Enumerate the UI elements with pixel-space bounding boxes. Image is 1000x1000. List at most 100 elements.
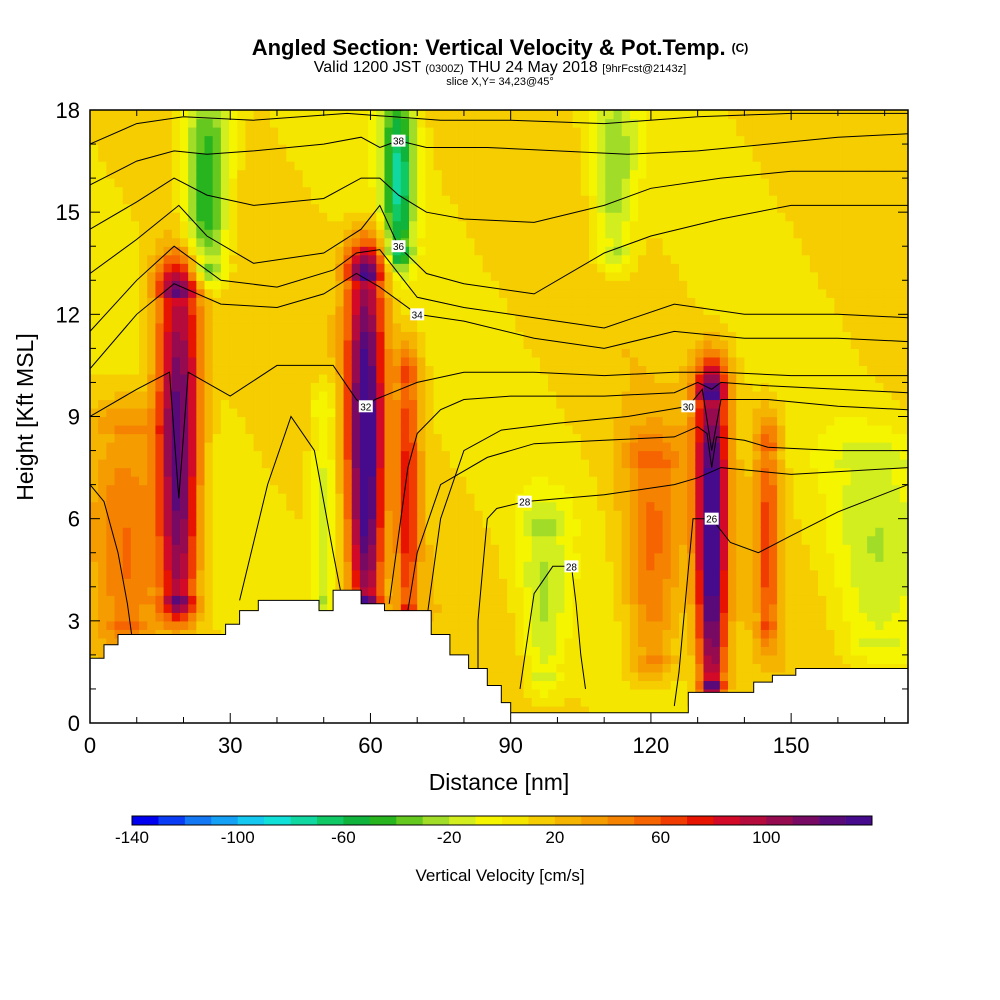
velocity-cell — [572, 595, 582, 605]
velocity-cell — [605, 433, 615, 443]
velocity-cell — [588, 382, 598, 392]
velocity-cell — [458, 390, 467, 401]
velocity-cell — [523, 663, 533, 673]
velocity-cell — [212, 373, 222, 384]
velocity-cell — [98, 535, 107, 545]
velocity-cell — [556, 373, 566, 384]
velocity-cell — [212, 195, 222, 205]
velocity-cell — [605, 229, 615, 239]
velocity-cell — [106, 152, 116, 162]
velocity-cell — [122, 433, 132, 443]
velocity-cell — [139, 127, 148, 137]
velocity-cell — [507, 135, 516, 145]
velocity-cell — [433, 569, 443, 579]
velocity-cell — [310, 433, 320, 443]
velocity-cell — [441, 237, 451, 247]
velocity-cell — [220, 348, 230, 358]
velocity-cell — [597, 212, 606, 222]
velocity-cell — [278, 186, 287, 196]
velocity-cell — [621, 484, 631, 494]
velocity-cell — [531, 178, 541, 188]
velocity-cell — [204, 399, 214, 409]
velocity-cell — [400, 322, 410, 332]
velocity-cell — [310, 442, 320, 452]
velocity-cell — [441, 169, 451, 179]
velocity-cell — [90, 127, 99, 137]
velocity-cell — [409, 425, 418, 435]
velocity-cell — [310, 220, 320, 230]
velocity-cell — [564, 271, 574, 281]
velocity-cell — [515, 169, 525, 179]
velocity-cell — [539, 484, 549, 494]
velocity-cell — [523, 595, 533, 605]
velocity-cell — [171, 220, 181, 230]
velocity-cell — [368, 237, 377, 247]
velocity-cell — [458, 127, 467, 137]
velocity-cell — [531, 535, 541, 545]
velocity-cell — [368, 569, 377, 579]
velocity-cell — [98, 127, 107, 137]
velocity-cell — [417, 484, 426, 494]
velocity-cell — [564, 425, 574, 435]
velocity-cell — [515, 135, 525, 145]
velocity-cell — [286, 305, 296, 315]
velocity-cell — [269, 314, 279, 324]
velocity-cell — [368, 288, 377, 298]
velocity-cell — [269, 493, 279, 503]
velocity-cell — [458, 586, 467, 596]
velocity-cell — [122, 237, 132, 247]
velocity-cell — [621, 373, 631, 384]
velocity-cell — [155, 467, 165, 477]
velocity-cell — [114, 433, 124, 443]
velocity-cell — [613, 544, 623, 554]
velocity-cell — [171, 603, 181, 613]
velocity-cell — [106, 331, 116, 341]
velocity-cell — [392, 348, 402, 358]
velocity-cell — [237, 280, 247, 290]
velocity-cell — [621, 688, 631, 699]
velocity-cell — [335, 493, 345, 503]
velocity-cell — [155, 518, 165, 528]
velocity-cell — [171, 518, 181, 528]
velocity-cell — [237, 229, 247, 239]
velocity-cell — [629, 152, 639, 162]
velocity-cell — [171, 484, 181, 494]
velocity-cell — [425, 331, 435, 341]
velocity-cell — [466, 288, 476, 298]
velocity-cell — [171, 161, 181, 171]
velocity-cell — [539, 348, 549, 358]
velocity-cell — [605, 637, 615, 647]
velocity-cell — [425, 203, 435, 213]
velocity-cell — [384, 365, 394, 375]
velocity-cell — [400, 390, 410, 401]
velocity-cell — [425, 365, 435, 375]
velocity-cell — [196, 152, 206, 162]
velocity-cell — [220, 544, 230, 554]
velocity-cell — [376, 365, 386, 375]
velocity-cell — [605, 237, 615, 247]
velocity-cell — [621, 127, 631, 137]
velocity-cell — [376, 399, 386, 409]
velocity-cell — [482, 314, 492, 324]
velocity-cell — [204, 501, 214, 511]
velocity-cell — [139, 510, 148, 520]
velocity-cell — [482, 178, 492, 188]
velocity-cell — [384, 578, 394, 588]
velocity-cell — [539, 212, 549, 222]
velocity-cell — [515, 407, 525, 418]
velocity-cell — [229, 476, 238, 486]
velocity-cell — [269, 586, 279, 596]
velocity-cell — [597, 459, 606, 469]
velocity-cell — [122, 271, 132, 281]
velocity-cell — [507, 476, 516, 486]
velocity-cell — [310, 331, 320, 341]
velocity-cell — [588, 629, 598, 639]
velocity-cell — [212, 382, 222, 392]
velocity-cell — [572, 288, 582, 298]
velocity-cell — [179, 118, 189, 128]
velocity-cell — [638, 688, 647, 699]
velocity-cell — [417, 203, 426, 213]
velocity-cell — [229, 390, 238, 401]
velocity-cell — [621, 288, 631, 298]
velocity-cell — [597, 365, 606, 375]
